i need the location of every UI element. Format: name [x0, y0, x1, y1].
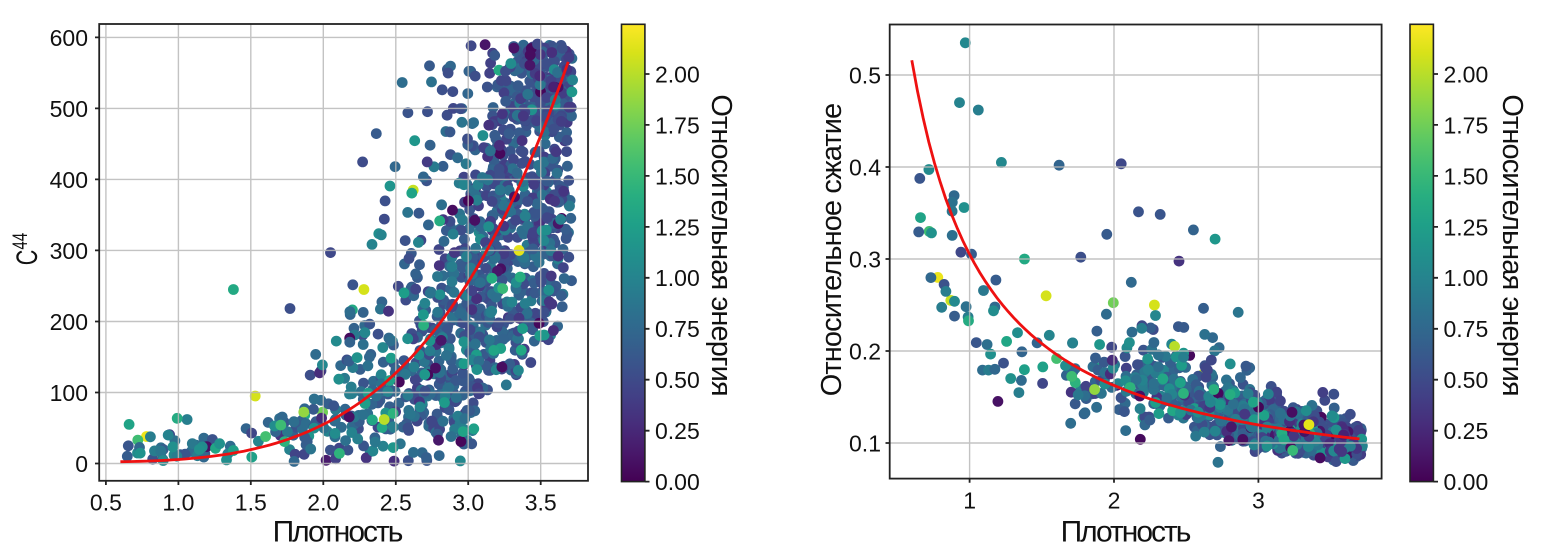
- svg-text:1.75: 1.75: [655, 112, 700, 138]
- svg-text:1: 1: [963, 488, 976, 514]
- svg-text:600: 600: [50, 25, 88, 51]
- svg-text:2.0: 2.0: [307, 490, 339, 516]
- svg-text:1.25: 1.25: [1444, 214, 1489, 240]
- svg-text:1.00: 1.00: [655, 265, 700, 291]
- svg-text:0.5: 0.5: [849, 62, 881, 88]
- svg-text:300: 300: [50, 238, 88, 264]
- svg-text:3.5: 3.5: [525, 490, 557, 516]
- svg-text:0.25: 0.25: [655, 418, 700, 444]
- svg-text:0.75: 0.75: [1444, 316, 1489, 342]
- svg-text:1.25: 1.25: [655, 214, 700, 240]
- svg-text:100: 100: [50, 380, 88, 406]
- svg-text:2.00: 2.00: [655, 61, 700, 87]
- svg-text:1.50: 1.50: [655, 163, 700, 189]
- svg-text:0.00: 0.00: [1444, 469, 1489, 495]
- svg-text:1.50: 1.50: [1444, 163, 1489, 189]
- svg-text:3.0: 3.0: [452, 490, 484, 516]
- svg-text:0.2: 0.2: [849, 338, 881, 364]
- svg-text:1.0: 1.0: [162, 490, 194, 516]
- svg-text:Относительная энергия: Относительная энергия: [1496, 94, 1528, 395]
- svg-text:0.3: 0.3: [849, 246, 881, 272]
- svg-text:2.00: 2.00: [1444, 61, 1489, 87]
- svg-text:400: 400: [50, 167, 88, 193]
- svg-text:2: 2: [1108, 488, 1121, 514]
- svg-text:0.50: 0.50: [655, 367, 700, 393]
- svg-text:1.75: 1.75: [1444, 112, 1489, 138]
- svg-text:3: 3: [1252, 488, 1265, 514]
- svg-text:500: 500: [50, 96, 88, 122]
- svg-text:200: 200: [50, 309, 88, 335]
- svg-text:0.1: 0.1: [849, 430, 881, 456]
- svg-text:1.5: 1.5: [235, 490, 267, 516]
- svg-text:Плотность: Плотность: [273, 515, 403, 548]
- svg-text:0.4: 0.4: [849, 154, 881, 180]
- svg-text:1.00: 1.00: [1444, 265, 1489, 291]
- svg-text:0: 0: [75, 451, 88, 477]
- svg-text:0.75: 0.75: [655, 316, 700, 342]
- svg-text:0.5: 0.5: [90, 490, 122, 516]
- svg-text:Относительная энергия: Относительная энергия: [705, 94, 737, 395]
- svg-text:Плотность: Плотность: [1061, 515, 1191, 548]
- svg-text:0.25: 0.25: [1444, 418, 1489, 444]
- svg-text:0.50: 0.50: [1444, 367, 1489, 393]
- svg-text:2.5: 2.5: [380, 490, 412, 516]
- svg-text:Относительное сжатие: Относительное сжатие: [816, 104, 848, 397]
- svg-text:0.00: 0.00: [655, 469, 700, 495]
